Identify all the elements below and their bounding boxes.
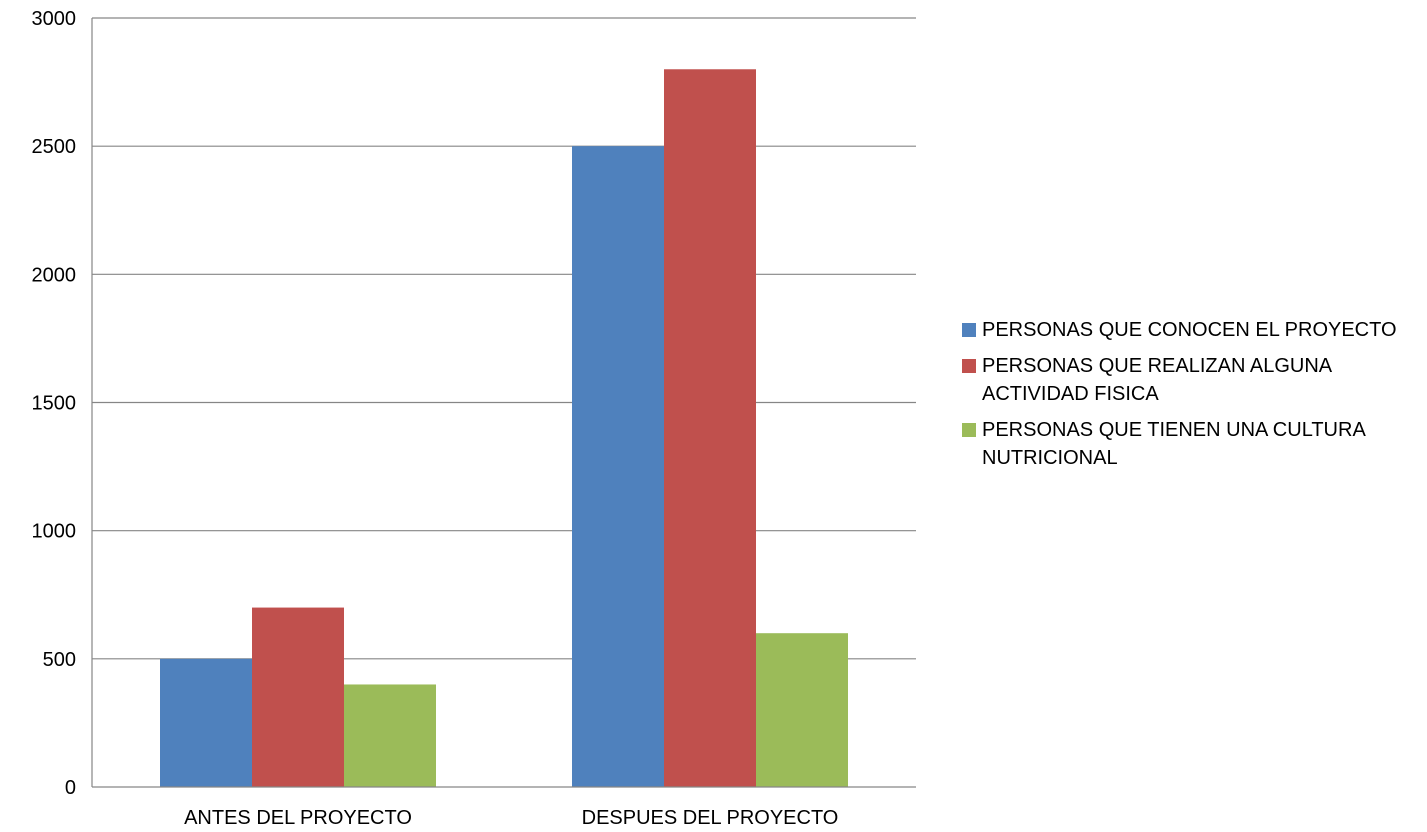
y-tick-label: 0 [65,777,76,799]
bar [664,69,756,788]
x-axis-tick-labels: ANTES DEL PROYECTO DESPUES DEL PROYECTO [184,807,838,829]
legend-swatch-nutricional [962,423,976,437]
x-tick-label: DESPUES DEL PROYECTO [582,807,839,829]
gridlines [92,17,916,660]
legend-item-conocen: PERSONAS QUE CONOCEN EL PROYECTO [962,316,1422,344]
legend-swatch-actividad [962,359,976,373]
legend-item-nutricional: PERSONAS QUE TIENEN UNA CULTURA NUTRICIO… [962,416,1422,472]
bar [344,684,436,787]
y-tick-label: 2000 [32,264,77,286]
y-axis-tick-labels: 0 500 1000 1500 2000 2500 3000 [32,8,77,799]
legend-label-nutricional: PERSONAS QUE TIENEN UNA CULTURA NUTRICIO… [982,419,1365,469]
legend-label-actividad: PERSONAS QUE REALIZAN ALGUNA ACTIVIDAD F… [982,355,1331,405]
x-tick-label: ANTES DEL PROYECTO [184,807,412,829]
y-tick-label: 2500 [32,136,77,158]
bar [572,146,664,787]
y-tick-label: 1000 [32,521,77,543]
legend-item-actividad: PERSONAS QUE REALIZAN ALGUNA ACTIVIDAD F… [962,352,1422,408]
bar [160,658,252,787]
bars [160,69,848,788]
y-tick-label: 3000 [32,8,77,30]
bar [252,607,344,787]
bar [756,633,848,787]
y-tick-label: 500 [43,649,76,671]
y-tick-label: 1500 [32,393,77,415]
axes [91,18,916,788]
legend: PERSONAS QUE CONOCEN EL PROYECTO PERSONA… [962,316,1422,480]
legend-label-conocen: PERSONAS QUE CONOCEN EL PROYECTO [982,319,1397,341]
legend-swatch-conocen [962,323,976,337]
